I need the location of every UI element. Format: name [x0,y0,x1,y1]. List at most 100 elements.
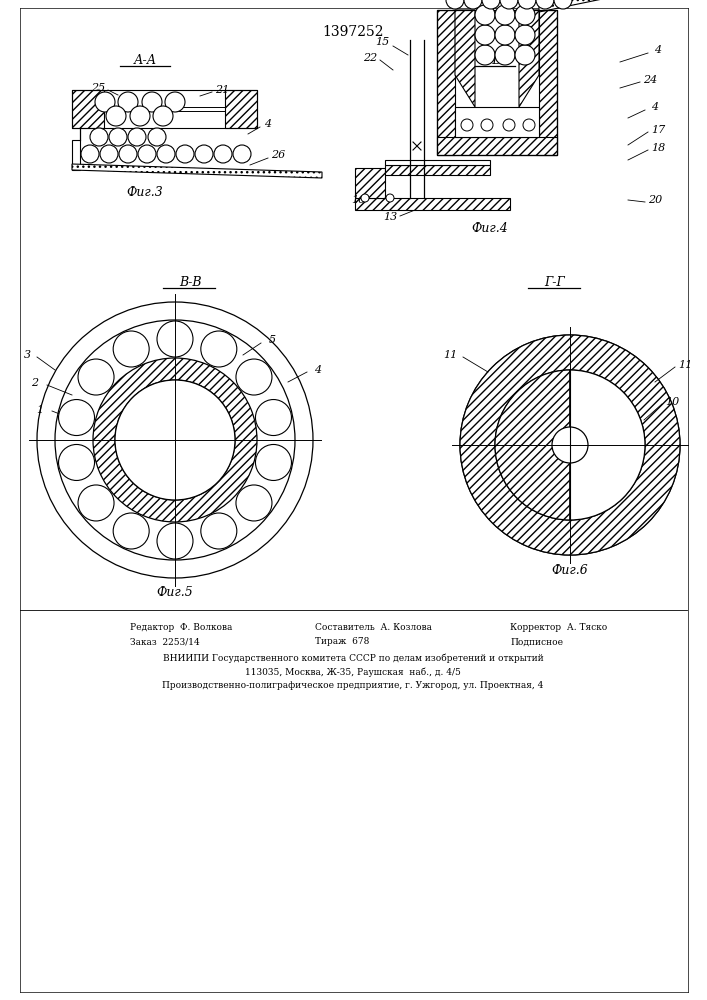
Wedge shape [495,370,570,520]
Text: Г-Г: Г-Г [544,275,566,288]
Circle shape [554,0,572,9]
Text: 22: 22 [363,53,377,63]
Wedge shape [460,335,680,555]
Circle shape [481,119,493,131]
Bar [385,165,490,175]
Text: 24: 24 [643,75,657,85]
Text: 113035, Москва, Ж-35, Раушская  наб., д. 4/5: 113035, Москва, Ж-35, Раушская наб., д. … [245,667,461,677]
Circle shape [464,0,482,9]
Circle shape [115,380,235,500]
Circle shape [461,119,473,131]
Bar [355,198,510,210]
Wedge shape [570,370,645,520]
Circle shape [214,145,232,163]
Polygon shape [455,10,475,107]
Text: Подписное: Подписное [510,638,563,647]
Text: Редактор  Ф. Волкова: Редактор Ф. Волкова [130,624,233,633]
Circle shape [475,45,495,65]
Text: Тираж  678: Тираж 678 [315,638,369,647]
Text: 3: 3 [23,350,30,360]
Circle shape [119,145,137,163]
Circle shape [482,0,500,9]
Circle shape [446,0,464,9]
Bar [72,140,80,170]
Circle shape [59,444,95,480]
Bar [355,168,385,198]
Text: 13: 13 [383,212,397,222]
Bar [539,10,557,155]
Text: В-В: В-В [179,275,201,288]
Text: 4: 4 [264,119,271,129]
Circle shape [130,106,150,126]
Circle shape [495,25,515,45]
Circle shape [113,331,149,367]
Bar [225,90,257,128]
Text: 11: 11 [443,350,457,360]
Circle shape [113,513,149,549]
Text: Фиг.4: Фиг.4 [472,222,508,234]
Circle shape [255,444,291,480]
Circle shape [118,92,138,112]
Circle shape [460,335,680,555]
Text: 2: 2 [31,378,39,388]
Text: Корректор  А. Тяско: Корректор А. Тяско [510,624,607,633]
Text: 21: 21 [215,85,229,95]
Bar [437,10,557,155]
Circle shape [148,128,166,146]
Text: 16: 16 [351,195,365,205]
Text: 26: 26 [271,150,285,160]
Circle shape [142,92,162,112]
Circle shape [81,145,99,163]
Circle shape [361,194,369,202]
Circle shape [475,25,495,45]
Text: А-А: А-А [134,53,157,66]
Circle shape [523,119,535,131]
Circle shape [236,359,272,395]
Circle shape [500,0,518,9]
Circle shape [138,145,156,163]
Bar [72,90,257,128]
Circle shape [90,128,108,146]
Text: 25: 25 [91,83,105,93]
Text: 10: 10 [665,397,679,407]
Polygon shape [72,164,322,178]
Text: Производственно-полиграфическое предприятие, г. Ужгород, ул. Проектная, 4: Производственно-полиграфическое предприя… [163,682,544,690]
Bar [385,160,490,165]
Circle shape [515,25,535,45]
Circle shape [236,485,272,521]
Bar [437,10,455,155]
Circle shape [536,0,554,9]
Polygon shape [519,10,539,107]
Circle shape [495,5,515,25]
Text: 15: 15 [375,37,389,47]
Text: 11: 11 [678,360,692,370]
Circle shape [106,106,126,126]
Circle shape [165,92,185,112]
Circle shape [201,331,237,367]
Text: Заказ  2253/14: Заказ 2253/14 [130,638,200,647]
Circle shape [233,145,251,163]
Circle shape [157,321,193,357]
Circle shape [201,513,237,549]
Text: Фиг.6: Фиг.6 [551,564,588,576]
Circle shape [495,45,515,65]
Bar [72,90,104,128]
Text: 18: 18 [651,143,665,153]
Text: 4: 4 [651,102,658,112]
Circle shape [515,45,535,65]
Circle shape [78,359,114,395]
Circle shape [503,119,515,131]
Text: Фиг.3: Фиг.3 [127,186,163,198]
Circle shape [55,320,295,560]
Bar [455,107,539,137]
Circle shape [157,145,175,163]
Polygon shape [539,0,617,12]
Text: Б-Б: Б-Б [479,53,501,66]
Text: 5: 5 [269,335,276,345]
Wedge shape [93,358,257,522]
Circle shape [153,106,173,126]
Text: 20: 20 [648,195,662,205]
Circle shape [552,427,588,463]
Circle shape [255,400,291,436]
Circle shape [195,145,213,163]
